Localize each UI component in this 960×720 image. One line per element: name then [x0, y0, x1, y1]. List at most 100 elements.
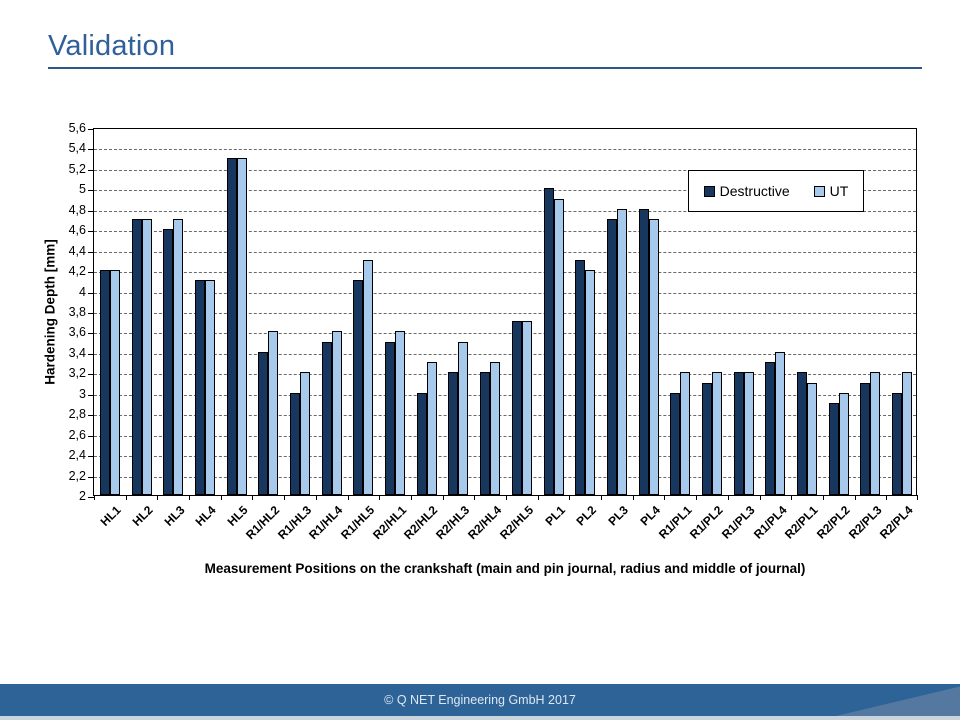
x-tickmark	[569, 495, 571, 500]
footer-bottom-strip	[0, 716, 960, 720]
y-tickmark	[88, 415, 94, 417]
bar-destructive-R2/PL4	[892, 392, 903, 495]
legend-label-ut: UT	[829, 183, 849, 199]
x-tick-label: R1/PL3	[718, 503, 758, 542]
y-gridline	[94, 149, 916, 151]
footer-bar: © Q NET Engineering GmbH 2017	[0, 684, 960, 716]
bar-destructive-R1/PL3	[733, 372, 744, 495]
y-tick-label: 3	[79, 386, 86, 401]
y-tick-label: 3,2	[68, 366, 86, 381]
bar-ut-R1/HL4	[331, 331, 342, 495]
bar-ut-R1/PL2	[712, 372, 722, 495]
x-tickmark	[632, 495, 634, 500]
bar-destructive-PL2	[575, 259, 586, 495]
y-gridline	[94, 169, 916, 171]
x-tick-label: R2/PL3	[845, 503, 885, 542]
copyright-text: © Q NET Engineering GmbH 2017	[384, 693, 576, 707]
y-tickmark	[88, 231, 94, 233]
y-gridline	[94, 292, 916, 294]
x-tick-label: R1/HL3	[274, 503, 314, 543]
bar-ut-R2/HL1	[395, 331, 406, 495]
y-gridline	[94, 476, 916, 478]
bar-ut-PL1	[553, 198, 564, 495]
x-tick-label: R1/HL4	[306, 503, 346, 543]
y-tick-label: 2,4	[68, 448, 86, 463]
bar-destructive-R2/PL1	[797, 372, 808, 495]
y-tick-label: 2,8	[68, 407, 86, 422]
x-tick-label: PL1	[541, 503, 568, 529]
x-tick-label: HL4	[192, 503, 219, 529]
bar-destructive-R1/HL4	[321, 341, 332, 495]
y-tick-label: 4,8	[68, 202, 86, 217]
y-tick-label: 5	[79, 182, 86, 197]
bar-destructive-PL4	[638, 208, 649, 495]
y-gridline	[94, 190, 916, 192]
x-tick-label: R2/HL2	[401, 503, 441, 543]
y-tickmark	[88, 394, 94, 396]
x-tick-label: R2/HL4	[464, 503, 505, 543]
x-tick-label: R1/PL1	[655, 503, 695, 542]
x-tick-label: HL5	[224, 503, 251, 529]
y-gridline	[94, 251, 916, 253]
y-tick-label: 4,6	[68, 223, 86, 238]
x-tick-label: HL3	[161, 503, 188, 529]
x-tick-label: R1/PL2	[687, 503, 726, 542]
y-tick-label: 4,4	[68, 243, 86, 258]
x-tickmark	[157, 495, 159, 500]
x-tick-label: R1/PL4	[750, 503, 790, 542]
y-gridline	[94, 231, 916, 233]
bar-ut-R1/HL5	[363, 259, 374, 495]
y-gridline	[94, 394, 916, 396]
bar-destructive-R2/HL2	[416, 392, 427, 495]
y-gridline	[94, 333, 916, 335]
y-gridline	[94, 313, 916, 314]
y-tickmark	[88, 497, 94, 498]
bar-destructive-HL5	[226, 157, 237, 495]
y-tick-label: 5,2	[68, 161, 86, 176]
bar-ut-R1/PL4	[775, 351, 786, 495]
x-tickmark	[854, 495, 856, 500]
x-tickmark	[189, 495, 191, 500]
legend-item-ut: UT	[813, 183, 849, 199]
y-tick-label: 3,4	[68, 345, 86, 360]
y-tickmark	[88, 251, 94, 253]
x-tickmark	[886, 495, 888, 500]
y-tick-label: 3,6	[68, 325, 86, 340]
bar-destructive-R1/PL1	[670, 392, 681, 495]
y-tickmark	[88, 190, 94, 192]
y-gridline	[94, 272, 916, 274]
bar-ut-R2/PL4	[902, 372, 913, 495]
x-tickmark	[822, 495, 824, 500]
title-underline	[48, 67, 922, 69]
x-tickmark	[506, 495, 507, 500]
bar-destructive-HL4	[194, 280, 205, 495]
x-tick-label: HL1	[97, 503, 124, 529]
x-tickmark	[94, 495, 95, 500]
bar-destructive-PL1	[543, 188, 554, 495]
x-tick-label: PL4	[637, 503, 663, 529]
x-tick-label: R2/PL2	[813, 503, 853, 542]
x-tickmark	[220, 495, 222, 500]
bar-destructive-R2/HL4	[480, 372, 491, 495]
bar-destructive-HL2	[131, 219, 142, 495]
bar-destructive-R2/HL3	[448, 372, 459, 495]
y-gridline	[94, 435, 916, 437]
y-tickmark	[88, 129, 94, 130]
bar-ut-R2/HL3	[458, 341, 469, 495]
bar-destructive-HL3	[163, 229, 174, 495]
x-tickmark	[601, 495, 603, 500]
x-tickmark	[284, 495, 286, 500]
bar-ut-HL1	[109, 270, 120, 495]
bar-ut-R2/HL5	[521, 321, 532, 495]
bar-ut-HL3	[173, 219, 184, 495]
x-tickmark	[442, 495, 444, 500]
x-tickmark	[315, 495, 317, 500]
x-tickmark	[474, 495, 476, 500]
y-tick-label: 2,2	[68, 468, 86, 483]
footer-triangle-decoration	[836, 686, 960, 716]
bar-ut-R2/PL1	[807, 382, 818, 495]
y-tick-label: 3,8	[68, 305, 86, 319]
x-tickmark	[917, 495, 918, 500]
x-tick-label: R1/HL5	[338, 503, 378, 543]
chart-legend: Destructive UT	[688, 170, 864, 212]
